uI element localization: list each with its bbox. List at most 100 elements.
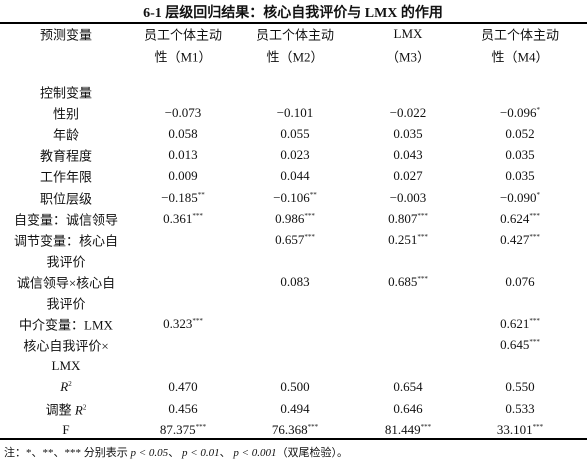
header-cell: 员工个体主动 [480, 27, 560, 43]
row-label: 诚信领导×核心自 [16, 275, 116, 291]
cell-value: 0.083 [280, 273, 310, 289]
cell-value: 0.027 [393, 168, 423, 184]
cell-value: 0.009 [168, 168, 198, 184]
label-variable: R [60, 379, 69, 395]
cell-value: 0.654 [393, 379, 423, 395]
note-text: p < 0.01 [181, 447, 220, 459]
significance: *** [529, 232, 540, 241]
row-label: LMX [51, 358, 81, 374]
cell-value: 0.023 [280, 147, 310, 163]
cell-value: 0.052 [505, 126, 535, 142]
cell-value: 0.494 [280, 400, 310, 416]
significance: *** [307, 422, 319, 431]
row-label: 核心自我评价× [23, 338, 109, 354]
coefficient: 0.427 [500, 231, 530, 247]
cell-value: 0.043 [393, 147, 423, 163]
cell-value: 0.470 [168, 379, 198, 395]
coefficient: 0.645 [500, 337, 530, 353]
header-cell: 预测变量 [39, 27, 93, 43]
row-label: 职位层级 [39, 191, 93, 206]
cell-value: −0.185** [161, 190, 205, 206]
cell-value: −0.106** [273, 190, 317, 206]
significance: *** [532, 422, 544, 431]
coefficient: 87.375 [159, 421, 196, 437]
significance: ** [309, 190, 317, 199]
note-text: 、 [168, 447, 182, 459]
coefficient: 0.657 [275, 231, 305, 247]
significance: *** [529, 317, 540, 326]
label-superscript: 2 [68, 380, 72, 389]
cell-value: 0.058 [168, 126, 198, 142]
row-label: 我评价 [46, 296, 86, 312]
cell-value: 0.361*** [163, 211, 203, 227]
row-label: 中介变量：LMX [19, 317, 113, 333]
significance: *** [529, 211, 540, 220]
coefficient: 0.807 [388, 210, 418, 226]
significance: *** [192, 317, 203, 326]
top-rule [0, 22, 587, 24]
cell-value: 0.035 [505, 168, 535, 184]
coefficient: 0.323 [163, 316, 193, 332]
significance: *** [529, 338, 540, 347]
cell-value: −0.003 [389, 189, 427, 205]
row-label: 工作年限 [39, 169, 93, 185]
significance: *** [417, 274, 428, 283]
row-label: 自变量：诚信领导 [13, 212, 119, 228]
cell-value: 0.550 [505, 379, 535, 395]
cell-value: 76.368*** [272, 422, 318, 438]
coefficient: 0.621 [500, 316, 530, 332]
significance: * [536, 106, 541, 115]
header-cell: 性（M2） [266, 49, 324, 65]
coefficient: 0.986 [275, 210, 305, 226]
cell-value: −0.022 [389, 105, 427, 121]
coefficient: 76.368 [271, 421, 308, 437]
row-label: R2 [60, 379, 71, 395]
coefficient: −0.185 [161, 189, 198, 205]
header-cell: LMX [393, 26, 423, 41]
significance: *** [420, 422, 432, 431]
coefficient: −0.090 [499, 189, 537, 205]
header-cell: 员工个体主动 [143, 27, 223, 43]
cell-value: 0.013 [168, 147, 198, 163]
label-variable: R [74, 402, 83, 417]
row-label: 控制变量 [39, 85, 93, 101]
header-cell: （M3） [385, 49, 431, 65]
coefficient: 0.624 [500, 210, 530, 226]
coefficient: 0.361 [163, 210, 193, 226]
cell-value: −0.090* [500, 190, 540, 206]
header-cell: 性（M4） [491, 49, 549, 65]
cell-value: 0.657*** [275, 232, 315, 248]
cell-value: 0.251*** [388, 232, 428, 248]
significance: *** [195, 422, 207, 431]
coefficient: 0.685 [388, 273, 418, 289]
cell-value: 0.035 [505, 147, 535, 163]
coefficient: 33.101 [496, 421, 533, 437]
coefficient: 0.251 [388, 231, 418, 247]
cell-value: 0.076 [505, 273, 535, 289]
cell-value: 81.449*** [385, 422, 431, 438]
cell-value: 0.533 [505, 400, 535, 416]
significance: *** [417, 232, 428, 241]
cell-value: −0.096* [500, 105, 540, 121]
note-text: 、 [219, 447, 234, 459]
note: 注：*、**、*** 分别表示 p < 0.05、 p < 0.01、 p < … [4, 444, 348, 460]
significance: *** [304, 232, 315, 241]
cell-value: 0.685*** [388, 274, 428, 290]
row-label: 调整 R2 [46, 399, 87, 418]
row-label: F [62, 421, 70, 437]
cell-value: 0.055 [280, 126, 310, 142]
cell-value: 0.645*** [500, 337, 540, 353]
cell-value: 33.101*** [497, 422, 543, 438]
note-text: （双尾检验）。 [276, 447, 349, 459]
significance: *** [304, 211, 315, 220]
cell-value: 0.323*** [163, 316, 203, 332]
note-text: p < 0.05 [130, 447, 169, 459]
header-cell: 员工个体主动 [255, 27, 335, 43]
cell-value: 87.375*** [160, 422, 206, 438]
note-text: 注：*、**、*** 分别表示 [4, 447, 131, 459]
note-text: p < 0.001 [233, 447, 277, 459]
cell-value: −0.101 [276, 105, 314, 121]
row-label: 教育程度 [39, 148, 93, 164]
row-label: 我评价 [46, 254, 86, 270]
